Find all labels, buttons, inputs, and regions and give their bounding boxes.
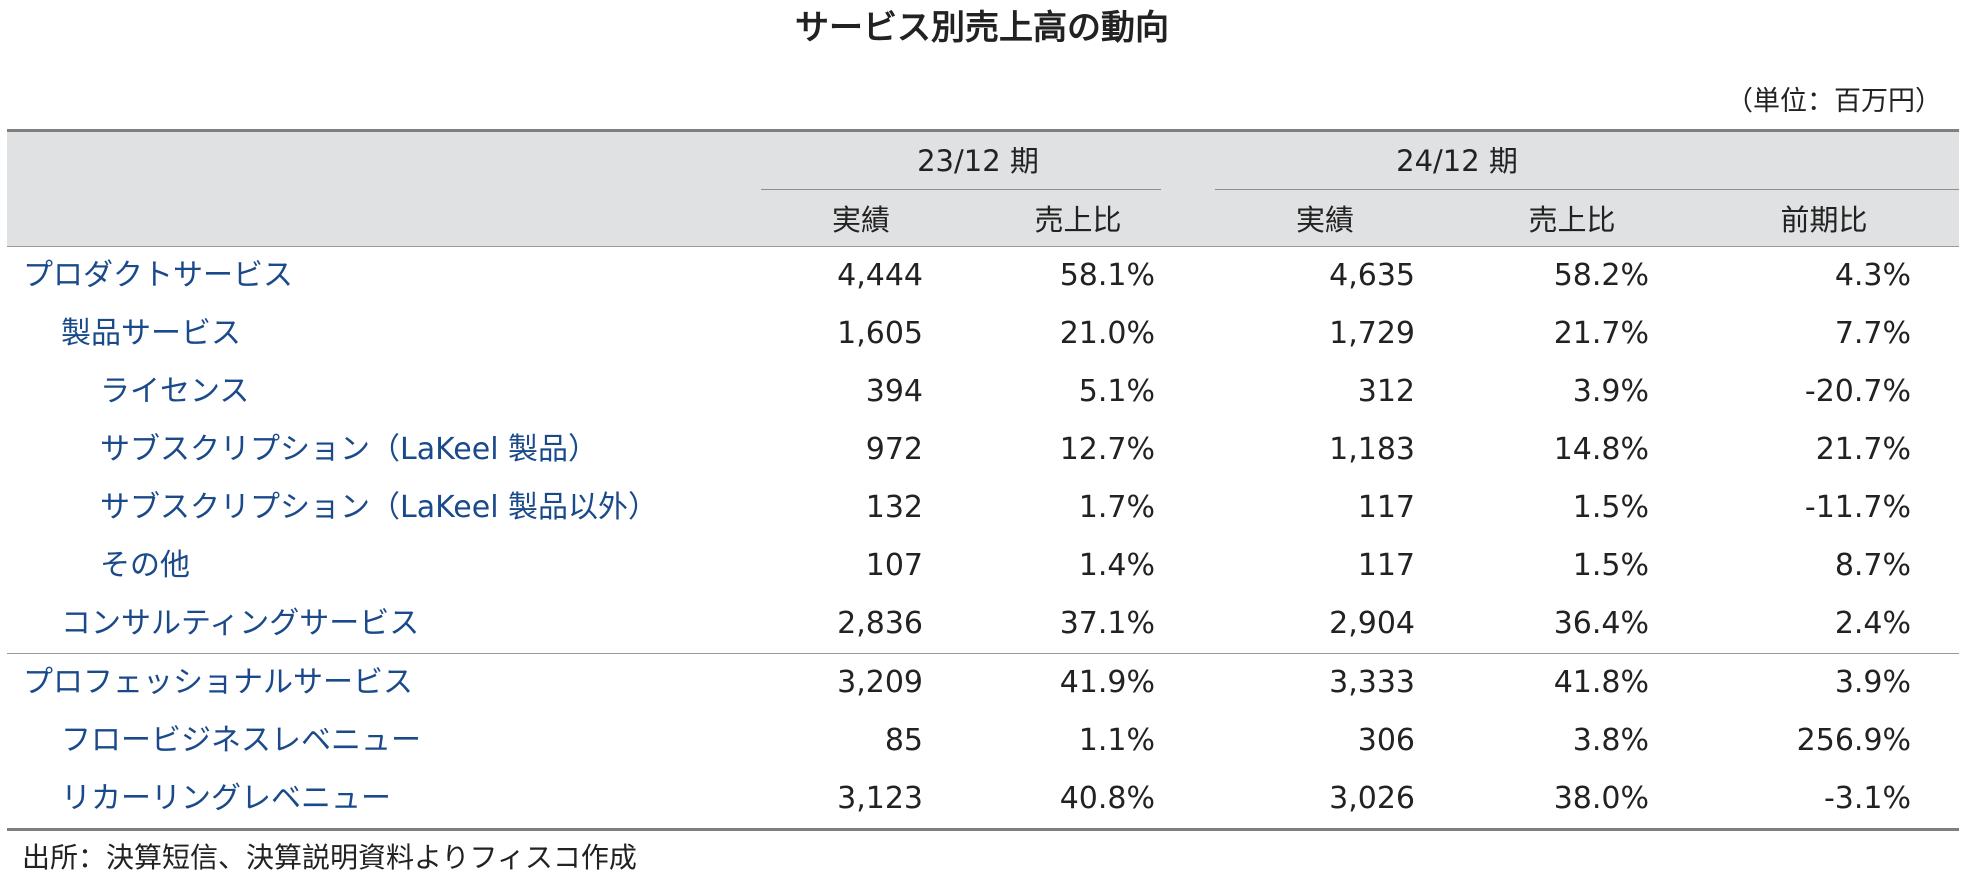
cell-24-actual: 306 xyxy=(1357,723,1416,758)
cell-24-actual: 3,333 xyxy=(1195,653,1456,712)
cell-24-yoy: -3.1% xyxy=(1689,770,1960,831)
header-corner-sub xyxy=(7,190,761,247)
cell-23-actual: 394 xyxy=(865,374,923,409)
table-header: 23/12 期 24/12 期 実績 売上比 実績 売上比 前期比 xyxy=(7,129,1960,247)
period-underline-23-12 xyxy=(761,189,1162,190)
cell-23-share: 1.7% xyxy=(1078,490,1156,525)
header-corner xyxy=(7,129,761,190)
cell-23-share: 1.1% xyxy=(1078,723,1156,758)
cell-24-share: 3.9% xyxy=(1572,374,1650,409)
col-header-23-share: 売上比 xyxy=(961,190,1196,247)
row-label: サブスクリプション（LaKeel 製品） xyxy=(100,432,599,467)
cell-24-actual: 3,026 xyxy=(1195,770,1456,831)
cell-24-yoy: -11.7% xyxy=(1804,490,1912,525)
cell-24-share: 36.4% xyxy=(1553,606,1650,641)
cell-24-yoy: 256.9% xyxy=(1796,723,1912,758)
unit-note: （単位：百万円） xyxy=(1726,86,1942,117)
row-label: サブスクリプション（LaKeel 製品以外） xyxy=(100,490,659,525)
sales-by-service-table: 23/12 期 24/12 期 実績 売上比 実績 売上比 前期比 プロダクトサ… xyxy=(7,129,1960,831)
table-row: プロフェッショナルサービス 3,209 41.9% 3,333 41.8% 3.… xyxy=(7,653,1960,712)
cell-24-share: 1.5% xyxy=(1572,490,1650,525)
cell-24-actual: 1,729 xyxy=(1329,316,1416,351)
cell-24-share: 3.8% xyxy=(1572,723,1650,758)
col-header-24-yoy: 前期比 xyxy=(1689,190,1960,247)
cell-23-actual: 4,444 xyxy=(837,258,923,293)
cell-23-share: 58.1% xyxy=(1059,258,1156,293)
col-header-24-share: 売上比 xyxy=(1455,190,1690,247)
table-body: プロダクトサービス 4,444 58.1% 4,635 58.2% 4.3% 製… xyxy=(7,247,1960,831)
period-label-23-12: 23/12 期 xyxy=(917,144,1039,178)
row-label: プロダクトサービス xyxy=(23,258,293,293)
table-row: サブスクリプション（LaKeel 製品以外） 132 1.7% 117 1.5%… xyxy=(7,479,1959,537)
period-underline-24-12 xyxy=(1215,189,1960,190)
table-row: その他 107 1.4% 117 1.5% 8.7% xyxy=(7,537,1959,595)
cell-23-share: 1.4% xyxy=(1078,548,1156,583)
table-row: サブスクリプション（LaKeel 製品） 972 12.7% 1,183 14.… xyxy=(7,421,1959,479)
cell-23-share: 40.8% xyxy=(961,770,1196,831)
cell-24-share: 21.7% xyxy=(1553,316,1650,351)
cell-23-actual: 1,605 xyxy=(837,316,923,351)
cell-24-actual: 4,635 xyxy=(1329,258,1416,293)
row-label: プロフェッショナルサービス xyxy=(7,653,761,712)
cell-24-actual: 1,183 xyxy=(1329,432,1416,467)
cell-24-share: 1.5% xyxy=(1572,548,1650,583)
cell-24-share: 41.8% xyxy=(1455,653,1690,712)
cell-24-yoy: -20.7% xyxy=(1804,374,1912,409)
cell-24-share: 38.0% xyxy=(1455,770,1690,831)
cell-23-actual: 972 xyxy=(865,432,923,467)
cell-23-share: 21.0% xyxy=(1059,316,1156,351)
document-title: サービス別売上高の動向 xyxy=(795,8,1169,48)
table-row: ライセンス 394 5.1% 312 3.9% -20.7% xyxy=(7,363,1959,421)
cell-24-yoy: 3.9% xyxy=(1689,653,1960,712)
cell-24-share: 58.2% xyxy=(1553,258,1650,293)
row-label: リカーリングレベニュー xyxy=(7,770,761,831)
row-label: コンサルティングサービス xyxy=(61,606,420,641)
cell-24-actual: 312 xyxy=(1357,374,1416,409)
table-row: リカーリングレベニュー 3,123 40.8% 3,026 38.0% -3.1… xyxy=(7,770,1960,831)
cell-24-actual: 2,904 xyxy=(1329,606,1416,641)
col-header-23-actual: 実績 xyxy=(761,190,961,247)
cell-24-yoy: 7.7% xyxy=(1834,316,1912,351)
period-label-24-12: 24/12 期 xyxy=(1396,144,1518,178)
cell-24-yoy: 21.7% xyxy=(1815,432,1912,467)
cell-24-yoy: 8.7% xyxy=(1834,548,1912,583)
cell-23-share: 41.9% xyxy=(961,653,1196,712)
table-row: コンサルティングサービス 2,836 37.1% 2,904 36.4% 2.4… xyxy=(7,595,1959,654)
cell-23-share: 12.7% xyxy=(1059,432,1156,467)
row-label: 製品サービス xyxy=(61,316,241,351)
cell-23-actual: 107 xyxy=(865,548,923,583)
cell-24-actual: 117 xyxy=(1357,548,1416,583)
cell-23-actual: 85 xyxy=(884,723,923,758)
cell-23-actual: 2,836 xyxy=(837,606,923,641)
period-header-23-12: 23/12 期 xyxy=(761,129,1196,190)
cell-24-yoy: 4.3% xyxy=(1834,258,1912,293)
row-label: その他 xyxy=(100,548,190,583)
cell-24-yoy: 2.4% xyxy=(1834,606,1912,641)
cell-23-share: 5.1% xyxy=(1078,374,1156,409)
row-label: フロービジネスレベニュー xyxy=(61,723,421,758)
col-header-24-actual: 実績 xyxy=(1195,190,1456,247)
table-row: フロービジネスレベニュー 85 1.1% 306 3.8% 256.9% xyxy=(7,712,1959,770)
cell-23-share: 37.1% xyxy=(1059,606,1156,641)
cell-24-actual: 117 xyxy=(1357,490,1416,525)
cell-23-actual: 132 xyxy=(865,490,923,525)
cell-24-share: 14.8% xyxy=(1553,432,1650,467)
row-label: ライセンス xyxy=(100,374,250,409)
table-row: 製品サービス 1,605 21.0% 1,729 21.7% 7.7% xyxy=(7,305,1959,363)
cell-23-actual: 3,123 xyxy=(761,770,961,831)
source-note: 出所：決算短信、決算説明資料よりフィスコ作成 xyxy=(22,841,637,874)
period-header-24-12: 24/12 期 xyxy=(1195,129,1960,190)
table-row: プロダクトサービス 4,444 58.1% 4,635 58.2% 4.3% xyxy=(7,247,1959,306)
cell-23-actual: 3,209 xyxy=(761,653,961,712)
